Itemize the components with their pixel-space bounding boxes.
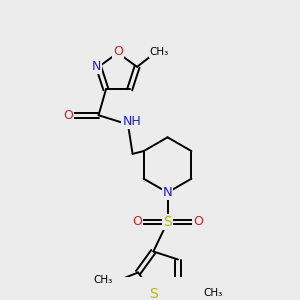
Text: O: O bbox=[113, 46, 123, 59]
Text: O: O bbox=[63, 109, 73, 122]
Text: N: N bbox=[163, 186, 172, 199]
Text: O: O bbox=[132, 215, 142, 228]
Text: S: S bbox=[149, 287, 158, 300]
Text: CH₃: CH₃ bbox=[93, 275, 112, 285]
Text: O: O bbox=[193, 215, 203, 228]
Text: S: S bbox=[163, 215, 172, 229]
Text: CH₃: CH₃ bbox=[149, 47, 169, 57]
Text: N: N bbox=[92, 60, 101, 74]
Text: NH: NH bbox=[122, 115, 141, 128]
Text: CH₃: CH₃ bbox=[204, 288, 223, 298]
